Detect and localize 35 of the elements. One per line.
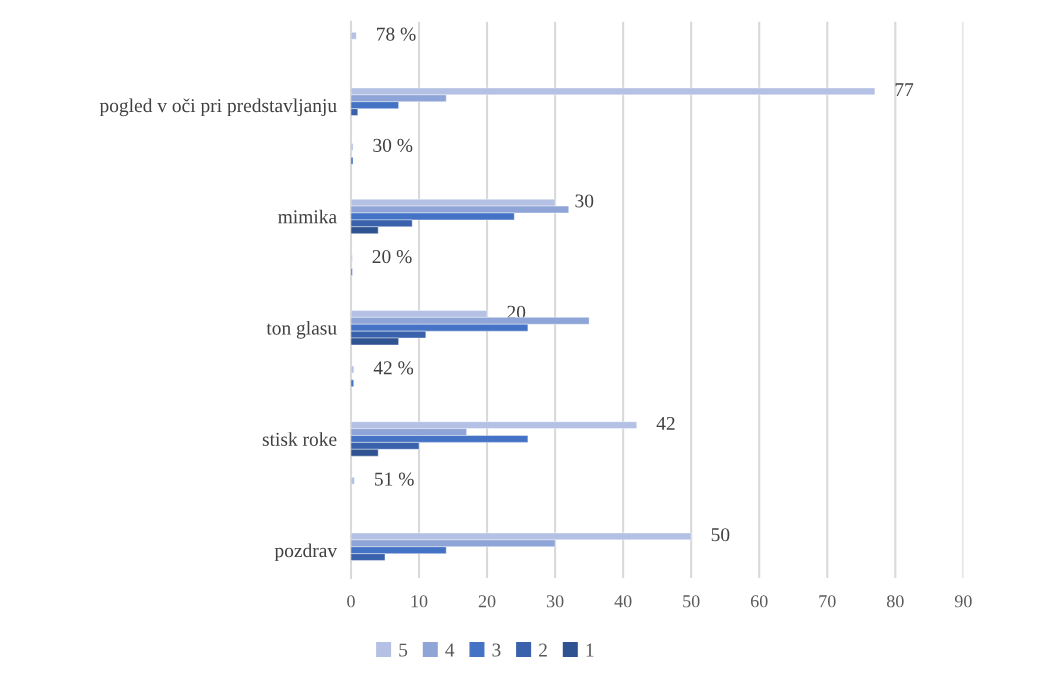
legend-label: 4 [445,643,455,657]
x-tick-label: 60 [750,595,768,608]
legend-label: 5 [399,643,408,657]
bar [350,143,354,151]
bar [350,477,355,485]
y-tick-label: stisk roke [262,432,337,446]
x-tick-label: 30 [546,595,564,608]
x-tick-label: 80 [886,595,904,608]
data-label: 77 [895,83,914,97]
y-tick-label: pogled v oči pri predstavljanju [99,98,337,117]
data-label: 30 [575,194,594,208]
data-label: 42 % [373,361,414,375]
bar [350,365,355,374]
bar [350,157,354,165]
legend-label: 3 [492,643,501,657]
data-label: 42 [656,416,675,430]
legend-label: 2 [539,643,547,657]
x-tick-label: 10 [411,595,428,608]
x-tick-label: 40 [614,595,632,608]
y-tick-label: mimika [278,209,337,224]
data-label: 30 % [373,138,413,152]
data-label: 51 % [375,472,414,486]
data-label: 50 [711,528,730,542]
data-label: 78 % [377,27,416,41]
data-label: 20 % [372,250,412,264]
y-tick-label: ton glasu [266,320,337,339]
bar [350,379,354,387]
y-tick-label: pozdrav [274,543,338,562]
bar [350,32,357,40]
legend-label: 1 [586,643,594,657]
x-tick-label: 20 [478,595,496,608]
x-tick-label: 90 [954,595,972,608]
x-tick-label: 50 [683,595,700,608]
x-tick-label: 0 [347,595,355,608]
x-tick-label: 70 [819,595,836,608]
